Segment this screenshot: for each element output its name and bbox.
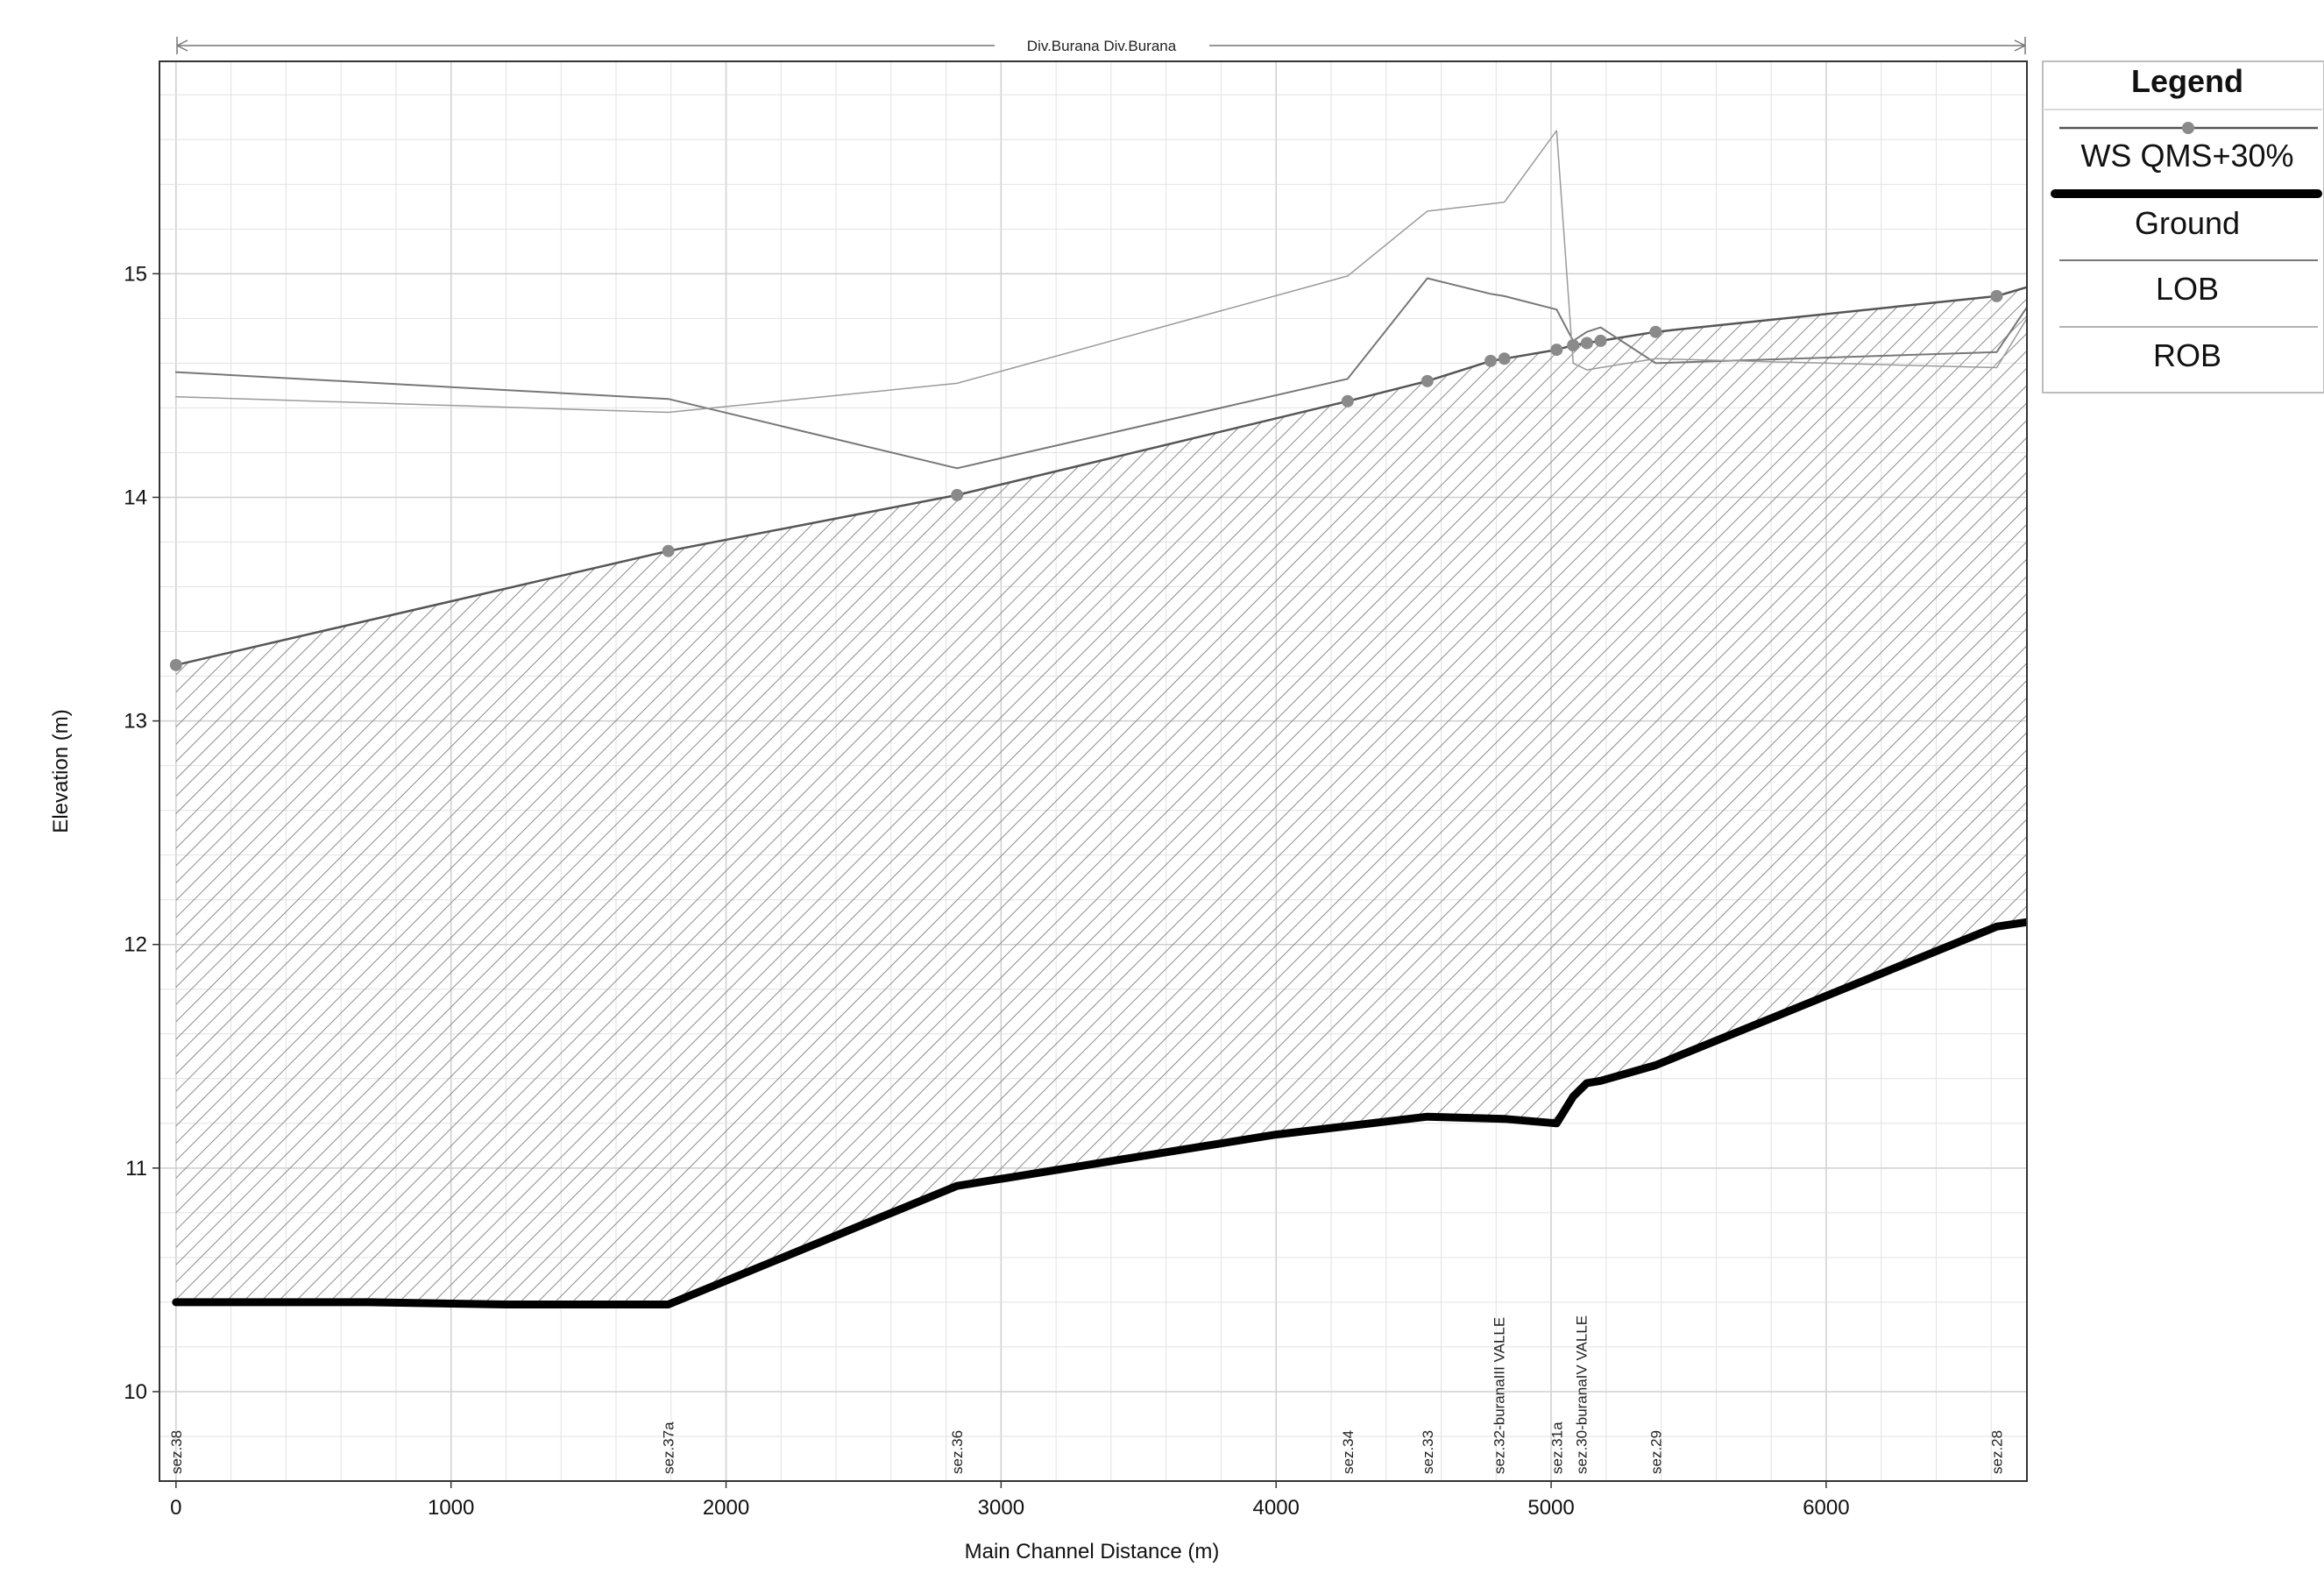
ws-point — [1550, 344, 1563, 357]
y-tick-label: 13 — [124, 710, 147, 734]
legend-item-ground: Ground — [2051, 189, 2322, 241]
x-axis-title: Main Channel Distance (m) — [965, 1540, 1220, 1563]
section-label: sez.31a — [1548, 1421, 1565, 1474]
section-label: sez.36 — [949, 1430, 966, 1474]
series-lob — [174, 277, 2027, 470]
ws-point — [1649, 325, 1662, 338]
section-label: sez.33 — [1420, 1430, 1436, 1474]
legend-box — [2042, 60, 2324, 393]
section-label: sez.37a — [661, 1421, 677, 1474]
x-tick-label: 4000 — [1253, 1496, 1300, 1520]
series-ground — [172, 918, 2027, 1308]
ws-point — [1421, 374, 1434, 387]
x-tick-label: 0 — [170, 1496, 181, 1520]
x-tick-label: 3000 — [978, 1496, 1024, 1520]
legend-item-ws: WS QMS+30% — [2059, 122, 2318, 174]
legend-label-rob: ROB — [2153, 337, 2221, 373]
section-labels: sez.38 sez.37a sez.36 sez.34 sez.33 sez.32-bu… — [168, 1315, 2006, 1474]
section-label: sez.30-buranaIV VALLE — [1574, 1315, 1591, 1474]
plot-frame — [159, 60, 2028, 1482]
ws-point — [1484, 354, 1498, 367]
section-label: sez.32-buranaIII VALLE — [1491, 1317, 1507, 1474]
y-axis-title: Elevation (m) — [49, 709, 73, 833]
series-ws — [174, 286, 2027, 667]
legend-label-ground: Ground — [2135, 205, 2240, 241]
ws-point — [169, 658, 182, 671]
water-fill — [175, 287, 2027, 1305]
legend-label-lob: LOB — [2156, 271, 2219, 307]
section-label: sez.29 — [1647, 1430, 1664, 1474]
legend-item-rob: ROB — [2059, 326, 2318, 373]
y-tick-label: 11 — [125, 1157, 147, 1180]
ws-point — [662, 544, 675, 557]
tick-labels: 0 1000 2000 3000 4000 5000 6000 10 11 12 13 14 15 — [124, 262, 1849, 1520]
y-tick-label: 14 — [124, 486, 147, 509]
x-tick-label: 2000 — [703, 1496, 749, 1520]
ws-point — [951, 488, 964, 501]
ws-point — [1580, 337, 1593, 350]
y-tick-label: 10 — [124, 1380, 147, 1404]
ws-point — [1498, 352, 1511, 365]
series-rob — [175, 130, 2027, 414]
x-tick-label: 5000 — [1527, 1496, 1574, 1520]
water-area — [175, 287, 2027, 1305]
legend-title: Legend — [2131, 63, 2243, 99]
y-tick-label: 12 — [124, 933, 147, 957]
legend-label-ws: WS QMS+30% — [2080, 138, 2293, 174]
section-label: sez.38 — [168, 1430, 185, 1474]
x-tick-label: 1000 — [428, 1496, 474, 1520]
reach-title: Div.Burana Div.Burana — [1027, 38, 1177, 54]
ws-point — [1341, 394, 1354, 408]
section-label: sez.28 — [1988, 1430, 2005, 1474]
legend: Legend WS QMS+30% Ground LOB ROB — [2042, 60, 2324, 393]
series — [169, 130, 2027, 1308]
ws-point — [1567, 339, 1580, 351]
ws-point — [1990, 289, 2003, 302]
x-tick-label: 6000 — [1803, 1496, 1849, 1520]
ws-point — [1594, 334, 1607, 347]
section-label: sez.34 — [1340, 1430, 1357, 1474]
top-reach-bar: Div.Burana Div.Burana — [176, 37, 2026, 54]
legend-item-lob: LOB — [2059, 259, 2318, 307]
y-tick-label: 15 — [124, 262, 147, 286]
